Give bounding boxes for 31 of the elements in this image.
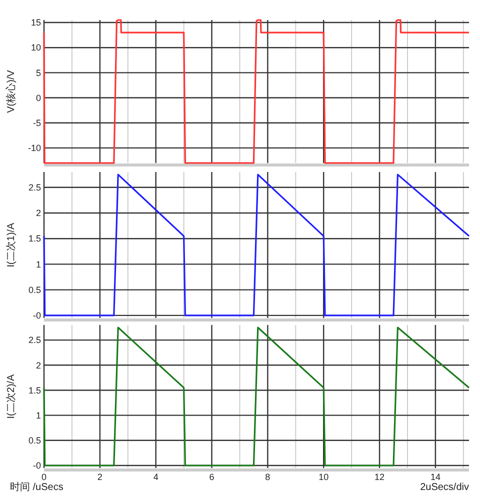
x-tick-label: 8 xyxy=(265,472,270,482)
y-tick-label: 15 xyxy=(30,18,41,28)
y-tick-label: 2 xyxy=(36,208,41,218)
y-tick-label: 5 xyxy=(36,68,41,78)
y-tick-label: 2 xyxy=(36,360,41,370)
x-tick-label: 4 xyxy=(153,472,158,482)
y-tick-label: -0 xyxy=(32,310,41,321)
y-tick-label: 0.5 xyxy=(28,436,41,446)
x-axis-title: 时间 /uSecs xyxy=(10,481,64,493)
text: 2uSecs/div xyxy=(420,482,469,493)
y-tick-label: -10 xyxy=(28,143,41,154)
y-tick-label: 0 xyxy=(36,92,41,103)
line-series xyxy=(43,19,470,164)
x-tick-label: 2 xyxy=(97,472,102,482)
y-tick-label: 1.5 xyxy=(28,385,41,396)
x-tick-label: 12 xyxy=(374,472,385,482)
x-tick-label: 10 xyxy=(318,472,329,482)
y-tick-label: 2.5 xyxy=(28,182,41,193)
y-axis-title: I(二次1)/A xyxy=(6,222,17,268)
x-tick-label: 14 xyxy=(430,472,440,482)
y-axis-title: I(二次2)/A xyxy=(6,374,17,419)
x-tick-label: 6 xyxy=(209,472,214,482)
y-tick-label: -0 xyxy=(32,460,41,471)
y-tick-label: 2.5 xyxy=(28,335,41,346)
y-tick-label: 1 xyxy=(36,259,41,270)
y-tick-label: -5 xyxy=(32,118,41,128)
y-axis-title: V(核心)/V xyxy=(5,70,17,113)
y-tick-label: 10 xyxy=(30,42,41,53)
y-tick-label: 1 xyxy=(36,410,41,420)
y-tick-label: 0.5 xyxy=(28,284,41,295)
y-tick-label: 1.5 xyxy=(28,234,41,244)
